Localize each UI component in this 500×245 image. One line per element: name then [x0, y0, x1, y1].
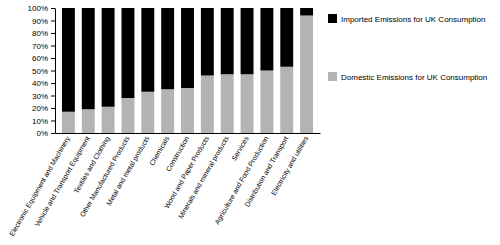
legend-swatch: [328, 14, 337, 23]
y-tick-label: 90%: [32, 17, 48, 26]
y-axis-line: [55, 9, 56, 134]
y-tick: 90%: [32, 17, 55, 26]
y-tick-mark: [51, 58, 55, 59]
y-tick: 20%: [32, 104, 55, 113]
x-axis-line: [56, 133, 321, 134]
bar-segment: [280, 8, 293, 67]
bar-segment: [102, 107, 115, 133]
legend-item: Domestic Emissions for UK Consumption: [328, 72, 487, 82]
y-tick-label: 20%: [32, 104, 48, 113]
bar-segment: [241, 74, 254, 133]
bar-segment: [62, 112, 75, 133]
y-tick-label: 50%: [32, 67, 48, 76]
y-tick-mark: [51, 133, 55, 134]
bar-segment: [221, 8, 234, 74]
bar-segment: [300, 16, 313, 134]
y-tick-mark: [51, 21, 55, 22]
y-tick: 60%: [32, 54, 55, 63]
legend-swatch: [328, 72, 337, 81]
y-tick: 80%: [32, 29, 55, 38]
y-tick: 30%: [32, 92, 55, 101]
y-tick: 40%: [32, 79, 55, 88]
legend-label: Imported Emissions for UK Consumption: [341, 15, 486, 24]
bar-segment: [260, 71, 273, 134]
plot: 0% 10% 20% 30% 40% 50% 60% 70% 80% 90% 100% Electro…: [8, 4, 320, 238]
x-tick-label: Textiles and Clothing: [72, 135, 111, 195]
x-tick: Metal and metal products: [105, 135, 151, 207]
y-tick-mark: [51, 33, 55, 34]
legend: Imported Emissions for UK Consumption Dom…: [328, 14, 487, 82]
x-tick: Electricity and utilities: [270, 135, 311, 197]
x-axis: Electronic Equipment and MachineryVehicl…: [8, 134, 320, 238]
y-tick: 100%: [28, 4, 55, 13]
bar-segment: [201, 8, 214, 76]
x-tick: Textiles and Clothing: [72, 135, 111, 195]
bar-segment: [221, 74, 234, 133]
x-tick-label: Metal and metal products: [105, 135, 151, 207]
y-tick: 70%: [32, 42, 55, 51]
bar-segment: [280, 67, 293, 133]
y-tick-mark: [51, 83, 55, 84]
y-tick-label: 30%: [32, 92, 48, 101]
y-tick-label: 80%: [32, 29, 48, 38]
y-tick-label: 70%: [32, 42, 48, 51]
y-tick-mark: [51, 108, 55, 109]
legend-item: Imported Emissions for UK Consumption: [328, 14, 486, 24]
y-tick: 10%: [32, 117, 55, 126]
x-tick-label: Electricity and utilities: [270, 135, 311, 197]
x-tick: Services: [230, 135, 250, 162]
bar-segment: [82, 8, 95, 109]
bar-segment: [121, 98, 134, 133]
bar-segment: [161, 89, 174, 133]
bar-segment: [62, 8, 75, 112]
y-tick-mark: [51, 71, 55, 72]
bar-segment: [201, 76, 214, 134]
y-tick-mark: [51, 96, 55, 97]
bar-segment: [181, 8, 194, 88]
bar-segment: [260, 8, 273, 71]
y-tick-mark: [51, 121, 55, 122]
bar-segment: [161, 8, 174, 89]
bar-segment: [241, 8, 254, 74]
bars: [62, 8, 313, 133]
y-tick: 50%: [32, 67, 55, 76]
y-tick-label: 100%: [28, 4, 48, 13]
bar-segment: [300, 8, 313, 16]
y-tick: 0%: [36, 129, 55, 138]
bar-segment: [102, 8, 115, 107]
x-tick: Chemicals: [148, 135, 171, 167]
y-tick-label: 60%: [32, 54, 48, 63]
y-tick-label: 10%: [32, 117, 48, 126]
bar-segment: [141, 92, 154, 133]
bar-segment: [181, 88, 194, 133]
y-tick-label: 0%: [36, 129, 48, 138]
chart: 0% 10% 20% 30% 40% 50% 60% 70% 80% 90% 100% Electro…: [0, 0, 500, 245]
bar-segment: [121, 8, 134, 98]
y-tick-mark: [51, 8, 55, 9]
x-tick-label: Services: [230, 135, 250, 162]
y-tick-label: 40%: [32, 79, 48, 88]
y-axis: 0% 10% 20% 30% 40% 50% 60% 70% 80% 90% 100%: [28, 4, 56, 138]
x-tick-label: Chemicals: [148, 135, 171, 167]
y-tick-mark: [51, 46, 55, 47]
bar-segment: [82, 109, 95, 133]
legend-label: Domestic Emissions for UK Consumption: [341, 73, 487, 82]
bar-segment: [141, 8, 154, 92]
